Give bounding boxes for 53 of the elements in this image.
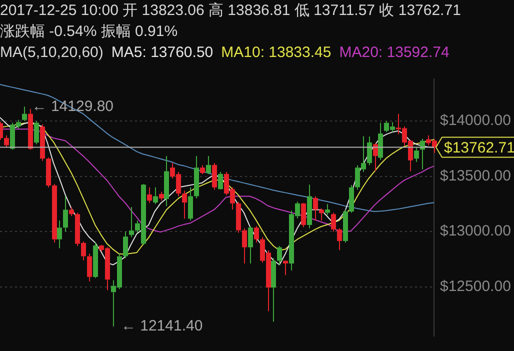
candlestick xyxy=(337,228,342,251)
candlestick xyxy=(248,226,253,264)
text: MA10: 13833.45 xyxy=(221,44,332,61)
y-tick-label: $14000.00 xyxy=(440,112,511,130)
candlestick xyxy=(63,196,68,232)
candlestick xyxy=(147,186,152,204)
candlestick xyxy=(343,208,348,244)
chart-subtitle: 涨跌幅 -0.54% 振幅 0.91% xyxy=(0,22,178,42)
candlestick xyxy=(271,258,276,322)
ref-line-label: $13762.71 xyxy=(444,139,514,156)
candlestick xyxy=(325,203,330,216)
candlestick xyxy=(242,228,247,264)
candlestick xyxy=(236,201,241,234)
candlestick xyxy=(206,155,211,175)
candlestick xyxy=(52,184,57,244)
candlestick xyxy=(129,206,134,238)
candlestick xyxy=(313,196,318,222)
text: MA5: 13760.50 xyxy=(111,44,214,61)
candlestick xyxy=(93,242,98,279)
candlestick xyxy=(301,203,306,228)
candlestick xyxy=(28,108,33,150)
candlestick xyxy=(373,142,378,172)
candlestick xyxy=(283,260,288,276)
text: MA20: 13592.74 xyxy=(339,44,450,61)
candlestick xyxy=(188,186,193,222)
y-tick-label: $13000.00 xyxy=(440,222,511,240)
candlestick xyxy=(319,208,324,222)
candlestick xyxy=(164,155,169,207)
candlestick xyxy=(367,136,372,166)
annotation: ← 12141.40 xyxy=(120,318,203,335)
candlestick xyxy=(123,231,128,259)
y-tick-label: $13500.00 xyxy=(440,167,511,184)
candlestick xyxy=(40,124,45,162)
legend-title: MA(5,10,20,60) xyxy=(0,44,104,61)
candlestick xyxy=(153,186,158,204)
candlestick xyxy=(218,171,223,190)
candlestick xyxy=(349,184,354,214)
chart-title: 2017-12-25 10:00 开 13823.06 高 13836.81 低 13711.57 收 13762.71 xyxy=(0,1,461,21)
candlestick xyxy=(57,220,62,249)
candlestick xyxy=(46,157,51,188)
candlestick xyxy=(22,106,27,122)
candlestick xyxy=(194,155,199,199)
candlestick xyxy=(87,253,92,282)
candlestick xyxy=(212,162,217,190)
candlestick xyxy=(34,120,39,145)
candlestick xyxy=(254,226,259,244)
candlestick xyxy=(414,147,419,162)
y-tick-label: $12500.00 xyxy=(440,278,511,296)
candlestick xyxy=(182,190,187,220)
candlestick xyxy=(277,245,282,266)
candlestick xyxy=(378,122,383,160)
candlestick xyxy=(307,184,312,229)
candlestick xyxy=(4,134,9,148)
